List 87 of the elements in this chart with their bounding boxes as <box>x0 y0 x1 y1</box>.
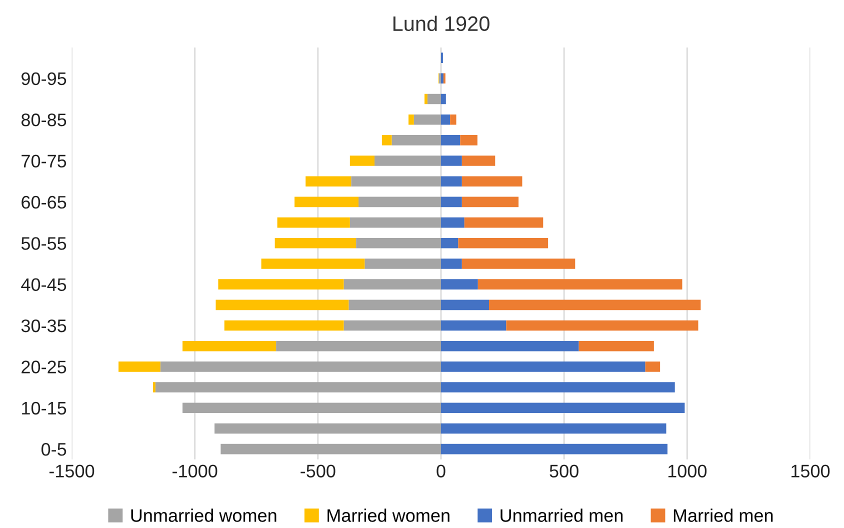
bar <box>274 238 356 248</box>
bar <box>216 300 349 310</box>
bar <box>460 135 478 146</box>
bar <box>440 135 460 146</box>
bar <box>348 300 441 310</box>
y-tick-label: 50-55 <box>21 237 66 250</box>
bar <box>440 73 444 84</box>
y-tick-label: 80-85 <box>21 114 66 126</box>
y-tick-label: 40-45 <box>21 278 66 292</box>
bar <box>344 320 441 331</box>
bar <box>182 402 441 414</box>
bar <box>578 340 654 352</box>
bar <box>440 258 462 269</box>
bar <box>424 94 428 104</box>
bar <box>440 279 478 290</box>
bar <box>440 402 685 414</box>
y-tick-label: 20-25 <box>22 360 66 374</box>
bar <box>182 340 276 352</box>
bar <box>277 217 350 228</box>
bar <box>382 135 392 146</box>
bar <box>440 114 450 125</box>
y-tick-label: 70-75 <box>22 154 66 168</box>
bar <box>458 238 548 248</box>
bar <box>118 362 160 372</box>
bar <box>155 382 441 392</box>
bar <box>220 444 441 454</box>
bar <box>440 94 446 104</box>
bar <box>462 258 576 269</box>
x-tick-label: -1000 <box>172 464 218 478</box>
legend-label: Unmarried women <box>131 508 276 522</box>
bar <box>408 114 414 125</box>
x-tick-label: -500 <box>300 464 336 478</box>
bar <box>358 196 441 208</box>
bar <box>214 423 441 434</box>
bar <box>294 196 359 208</box>
bar <box>478 279 682 290</box>
y-tick-label: 60-65 <box>22 196 66 209</box>
bar <box>224 320 344 331</box>
bar <box>356 238 441 248</box>
bar <box>350 217 441 228</box>
bar <box>464 217 544 228</box>
bar <box>440 217 464 228</box>
bar <box>364 258 441 269</box>
bar <box>414 114 441 125</box>
bar <box>440 340 579 352</box>
bar <box>392 135 441 146</box>
y-tick-label: 10-15 <box>22 402 66 415</box>
bar <box>218 279 344 290</box>
bar <box>350 156 375 166</box>
x-tick-label: -1500 <box>49 464 94 478</box>
y-tick-label: 0-5 <box>41 443 66 456</box>
bar <box>160 362 441 372</box>
x-tick-label: 0 <box>436 464 446 478</box>
bar <box>440 423 666 434</box>
bar <box>440 238 458 248</box>
legend-label: Married men <box>674 508 773 522</box>
x-tick-label: 1000 <box>668 464 707 478</box>
legend-label: Unmarried men <box>500 508 623 522</box>
bar <box>440 196 462 208</box>
y-tick-label: 30-35 <box>21 319 66 332</box>
bar <box>351 176 441 187</box>
bar <box>488 300 701 310</box>
bar <box>440 444 668 454</box>
y-tick-label: 90-95 <box>22 72 66 86</box>
bar <box>440 362 646 372</box>
bar <box>427 94 441 104</box>
bar <box>462 156 496 166</box>
bar <box>261 258 365 269</box>
bar <box>276 340 441 352</box>
bar <box>462 176 522 187</box>
bar <box>374 156 441 166</box>
bar <box>440 176 462 187</box>
bar <box>344 279 441 290</box>
bar <box>440 320 506 331</box>
x-tick-label: 1500 <box>792 464 830 478</box>
bar <box>306 176 352 187</box>
bar <box>462 196 519 208</box>
bar <box>506 320 698 331</box>
bar <box>645 362 660 372</box>
bar <box>440 300 489 310</box>
chart-title: Lund 1920 <box>393 16 490 32</box>
x-tick-label: 500 <box>550 464 578 478</box>
bar <box>152 382 156 392</box>
bar <box>450 114 456 125</box>
bar <box>440 382 675 392</box>
legend-label: Married women <box>328 508 450 522</box>
bar <box>440 156 462 166</box>
